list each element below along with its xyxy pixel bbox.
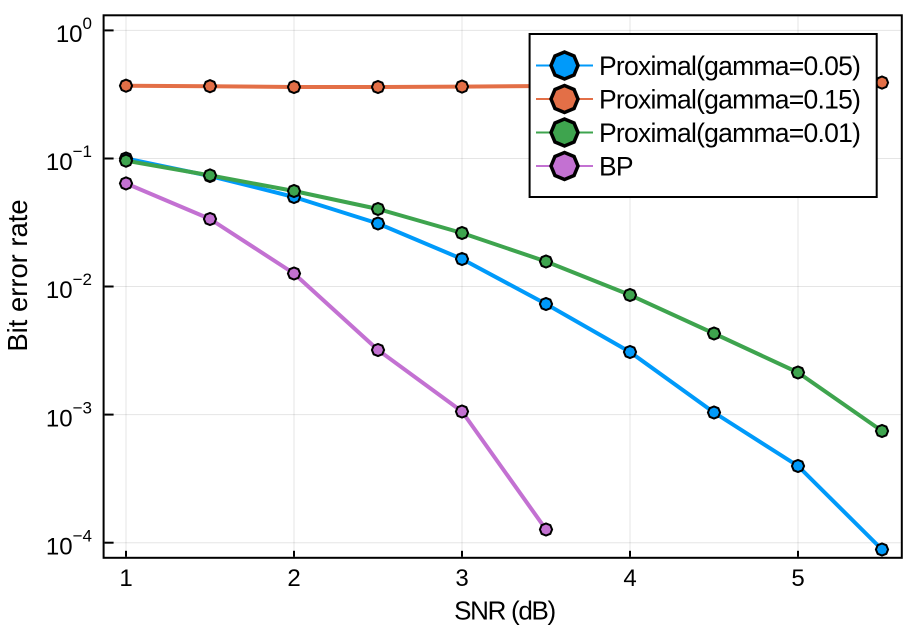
svg-text:5: 5 — [791, 565, 804, 592]
svg-text:4: 4 — [623, 565, 636, 592]
svg-text:Proximal(gamma=0.01): Proximal(gamma=0.01) — [599, 118, 860, 148]
svg-text:3: 3 — [455, 565, 468, 592]
svg-text:BP: BP — [599, 152, 633, 182]
svg-text:SNR (dB): SNR (dB) — [454, 596, 555, 626]
svg-text:Proximal(gamma=0.15): Proximal(gamma=0.15) — [599, 85, 860, 115]
svg-text:Bit error rate: Bit error rate — [2, 199, 33, 351]
svg-text:1: 1 — [119, 565, 132, 592]
svg-text:Proximal(gamma=0.05): Proximal(gamma=0.05) — [599, 51, 860, 81]
svg-text:2: 2 — [287, 565, 300, 592]
